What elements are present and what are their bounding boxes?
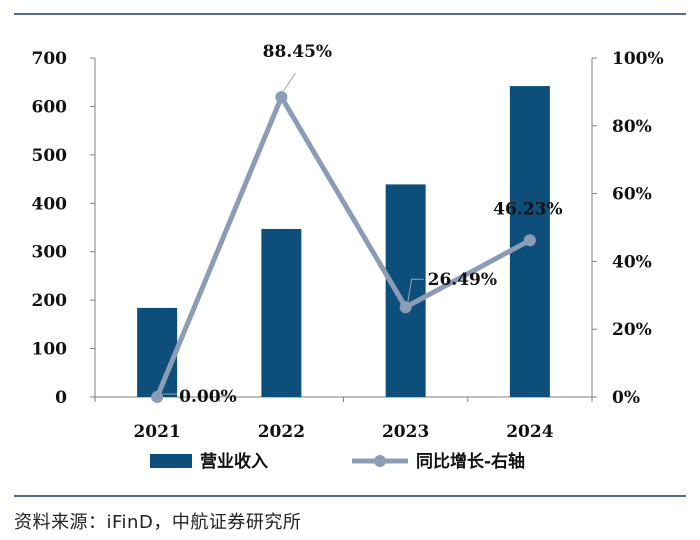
bar-revenue (137, 307, 178, 397)
line-point (151, 391, 164, 403)
x-tick-label: 2024 (506, 422, 553, 442)
y-right-tick-label: 40% (612, 252, 652, 272)
source-note: 资料来源：iFinD，中航证券研究所 (14, 512, 302, 533)
y-left-tick-label: 200 (32, 291, 68, 311)
bar-revenue (261, 228, 302, 397)
y-left-tick-label: 0 (55, 388, 67, 408)
line-point (399, 301, 412, 314)
y-left-tick-label: 700 (32, 49, 68, 69)
series-line-growth (154, 94, 532, 398)
bar-revenue (385, 184, 426, 397)
data-label: 88.45% (263, 42, 332, 62)
x-tick-label: 2021 (133, 422, 180, 442)
y-right-tick-label: 20% (612, 320, 652, 340)
legend-label-line: 同比增长-右轴 (416, 451, 525, 472)
y-right-tick-label: 60% (612, 185, 652, 205)
y-left-tick-label: 400 (32, 194, 68, 214)
y-right-tick-label: 0% (612, 388, 640, 408)
line-point (275, 91, 288, 104)
x-tick-label: 2023 (382, 422, 429, 442)
x-tick-label: 2022 (258, 422, 305, 442)
line-point (523, 234, 536, 247)
y-right-tick-label: 100% (612, 49, 664, 69)
y-left-tick-label: 600 (32, 97, 68, 117)
y-left-tick-label: 500 (32, 146, 68, 166)
legend-swatch-bar (150, 454, 192, 468)
data-label: 26.49% (428, 270, 497, 290)
legend-swatch-marker (374, 455, 386, 467)
data-label: 0.00% (179, 387, 237, 407)
label-leader (282, 72, 296, 92)
y-left-tick-label: 300 (32, 243, 68, 263)
label-leader (407, 278, 424, 304)
y-right-tick-label: 80% (612, 117, 652, 137)
y-left-tick-label: 100 (32, 340, 68, 360)
data-label: 46.23% (493, 199, 562, 219)
legend-label-bar: 营业收入 (200, 451, 268, 472)
